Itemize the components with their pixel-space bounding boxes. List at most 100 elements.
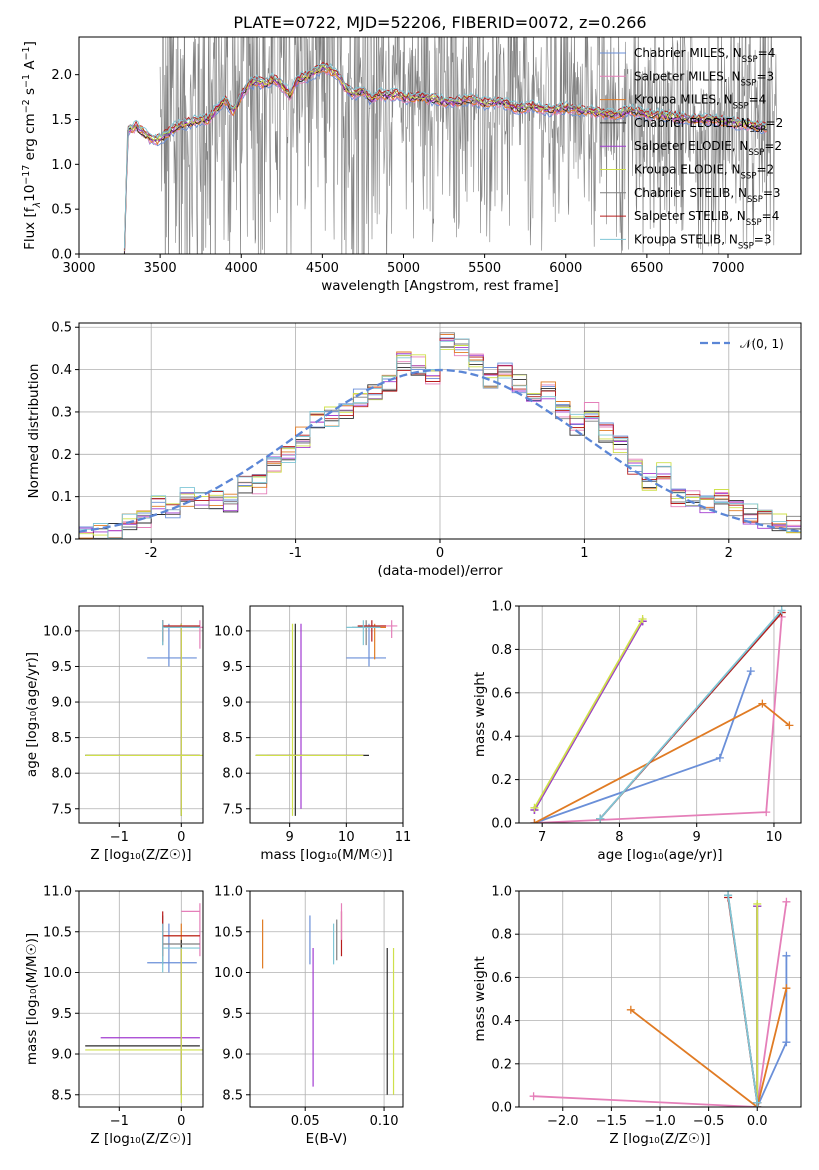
mass_vs_ebv-ytick-label: 10.5 [214,925,243,940]
mass_vs_Z-xtick-label: 0 [177,1114,185,1129]
massweight_vs_Z-series-line [727,895,759,1103]
mass_vs_Z-ytick-label: 10.0 [43,966,72,981]
massweight_vs_age-series-line [533,618,644,809]
legend-entry-sub: SSP [741,172,757,182]
mass_vs_ebv-ytick-label: 9.5 [222,1007,243,1022]
mass_vs_Z-ylabel: mass [log₁₀(M/M☉)] [24,933,40,1065]
legend-entry-name: Kroupa ELODIE, N [634,163,741,177]
age_vs_Z-ylabel: age [log₁₀(age/yr)] [24,652,40,777]
mass_vs_Z-ytick-label: 9.0 [51,1048,72,1063]
spectrum-ytick-label: 2.0 [51,68,72,83]
legend-entry: Kroupa STELIB, NSSP=3 [634,232,772,251]
legend-entry-name: Salpeter ELODIE, N [634,139,748,153]
residuals-ytick-label: 0.5 [51,321,72,336]
spectrum-ylabel-part: ] [22,41,38,46]
age_vs_mass-plot [255,620,398,816]
mass_vs_Z-ytick-label: 11.0 [43,885,72,900]
massweight_vs_Z-ytick-label: 0.6 [491,971,512,986]
massweight_vs_Z-marker [529,1092,538,1101]
residuals-ytick-label: 0.1 [51,490,72,505]
legend-entry-sub: SSP [741,78,757,88]
spectrum-ylabel-part: −17 [21,165,32,185]
massweight_vs_age-xlabel: age [log₁₀(age/yr)] [597,847,722,863]
spectrum-xtick-label: 6500 [630,261,663,276]
legend-entry-n: =3 [763,186,781,200]
residual-hist-line [79,338,801,539]
legend-entry-n: =4 [758,46,776,60]
spectrum-xtick-label: 4000 [225,261,258,276]
legend-entry: Salpeter MILES, NSSP=3 [634,69,774,88]
gaussian-legend-label: 𝒩(0, 1) [740,337,784,351]
legend-entry-n: =3 [756,69,774,83]
spectrum-data-line [159,37,777,254]
mass_vs_ebv-xtick-label: 0.10 [370,1114,399,1129]
massweight_vs_age-marker [762,808,771,817]
legend-entry-sub: SSP [742,55,758,65]
residuals-ytick-label: 0.4 [51,363,72,378]
massweight_vs_Z-ytick-label: 0.2 [491,1057,512,1072]
age_vs_Z-ytick-label: 9.5 [51,660,72,675]
massweight_vs_Z-marker [724,891,733,900]
massweight_vs_age-ytick-label: 0.8 [491,643,512,658]
massweight_vs_Z-frame [518,890,802,1108]
age_vs_Z-axes: −1 0 7.5 8.0 8.5 9.0 9.5 10.0 Z [log₁₀(Z/Z☉)] age… [24,606,203,863]
massweight_vs_Z-xlabel: Z [log₁₀(Z/Z☉)] [609,1131,710,1147]
residuals-ytick-label: 0.0 [51,533,72,548]
massweight_vs_age-marker [530,819,539,823]
age_vs_Z-xtick-label: −1 [110,830,129,845]
age_vs_Z-ytick-label: 8.5 [51,731,72,746]
massweight_vs_age-series-line [534,670,752,823]
massweight_vs_age-marker [746,667,755,676]
legend-entry-name: Chabrier MILES, N [634,46,742,60]
spectrum-model-line [124,68,767,254]
residuals-xtick-label: 2 [725,546,733,561]
spectrum-xtick-label: 3000 [62,261,95,276]
spectrum-ytick-label: 1.0 [51,158,72,173]
legend-entry: Chabrier ELODIE, NSSP=2 [634,116,783,135]
legend-entry-n: =2 [756,163,774,177]
legend-entry-sub: SSP [733,102,749,112]
age_vs_mass-ytick-label: 10.0 [214,624,243,639]
legend-entry-sub: SSP [746,218,762,228]
age_vs_Z-ytick-label: 7.5 [51,802,72,817]
spectrum-xtick-label: 5000 [387,261,420,276]
residuals-ytick-label: 0.3 [51,405,72,420]
gaussian-curve [79,368,801,533]
age_vs_mass-ytick-label: 8.5 [222,731,243,746]
spectrum-xtick-label: 3500 [144,261,177,276]
spectrum-model-line [123,63,768,249]
massweight_vs_Z-ytick-label: 1.0 [491,885,512,900]
massweight_vs_Z-marker [782,951,791,960]
massweight_vs_Z-xtick-label: −0.5 [693,1114,725,1129]
legend-entry-sub: SSP [738,241,754,251]
massweight_vs_Z-series-line [630,987,788,1107]
massweight_vs_age-xtick-label: 9 [693,830,701,845]
spectrum-ylabel-part: Flux [f [22,206,38,250]
spectrum-xtick-label: 7000 [711,261,744,276]
massweight_vs_Z-marker [782,984,791,993]
mass_vs_Z-axes: −1 0 8.5 9.0 9.5 10.0 10.5 11.0 Z [log₁₀(Z/Z☉)] m… [24,885,203,1147]
legend-entry: Kroupa ELODIE, NSSP=2 [634,163,774,182]
massweight_vs_age-marker [715,753,724,762]
legend-entry: Salpeter STELIB, NSSP=4 [634,209,779,228]
massweight_vs_Z-ylabel: mass weight [472,956,488,1041]
residuals-ylabel: Normed distribution [26,364,42,499]
massweight_vs_Z-plot [529,891,791,1107]
massweight_vs_age-frame [518,605,802,824]
spectrum-ylabel-part: −2 [21,99,32,113]
legend-entry: Chabrier MILES, NSSP=4 [634,46,775,65]
massweight_vs_age-ytick-label: 0.4 [491,730,512,745]
massweight_vs_age-marker [785,721,794,730]
massweight_vs_age-series-line [599,609,783,820]
massweight_vs_age-marker [777,606,786,615]
mass_vs_ebv-plot [262,903,395,1095]
massweight_vs_Z-xtick-label: 0.0 [747,1114,768,1129]
legend-entry-n: =4 [749,93,767,107]
massweight_vs_Z-ytick-label: 0.8 [491,928,512,943]
legend-entry: Kroupa MILES, NSSP=4 [634,93,766,112]
mass_vs_ebv-xlabel: E(B-V) [306,1131,348,1147]
spectrum-xtick-label: 4500 [306,261,339,276]
mass_vs_Z-xtick-label: −1 [110,1114,129,1129]
legend-entry-name: Salpeter STELIB, N [634,209,746,223]
